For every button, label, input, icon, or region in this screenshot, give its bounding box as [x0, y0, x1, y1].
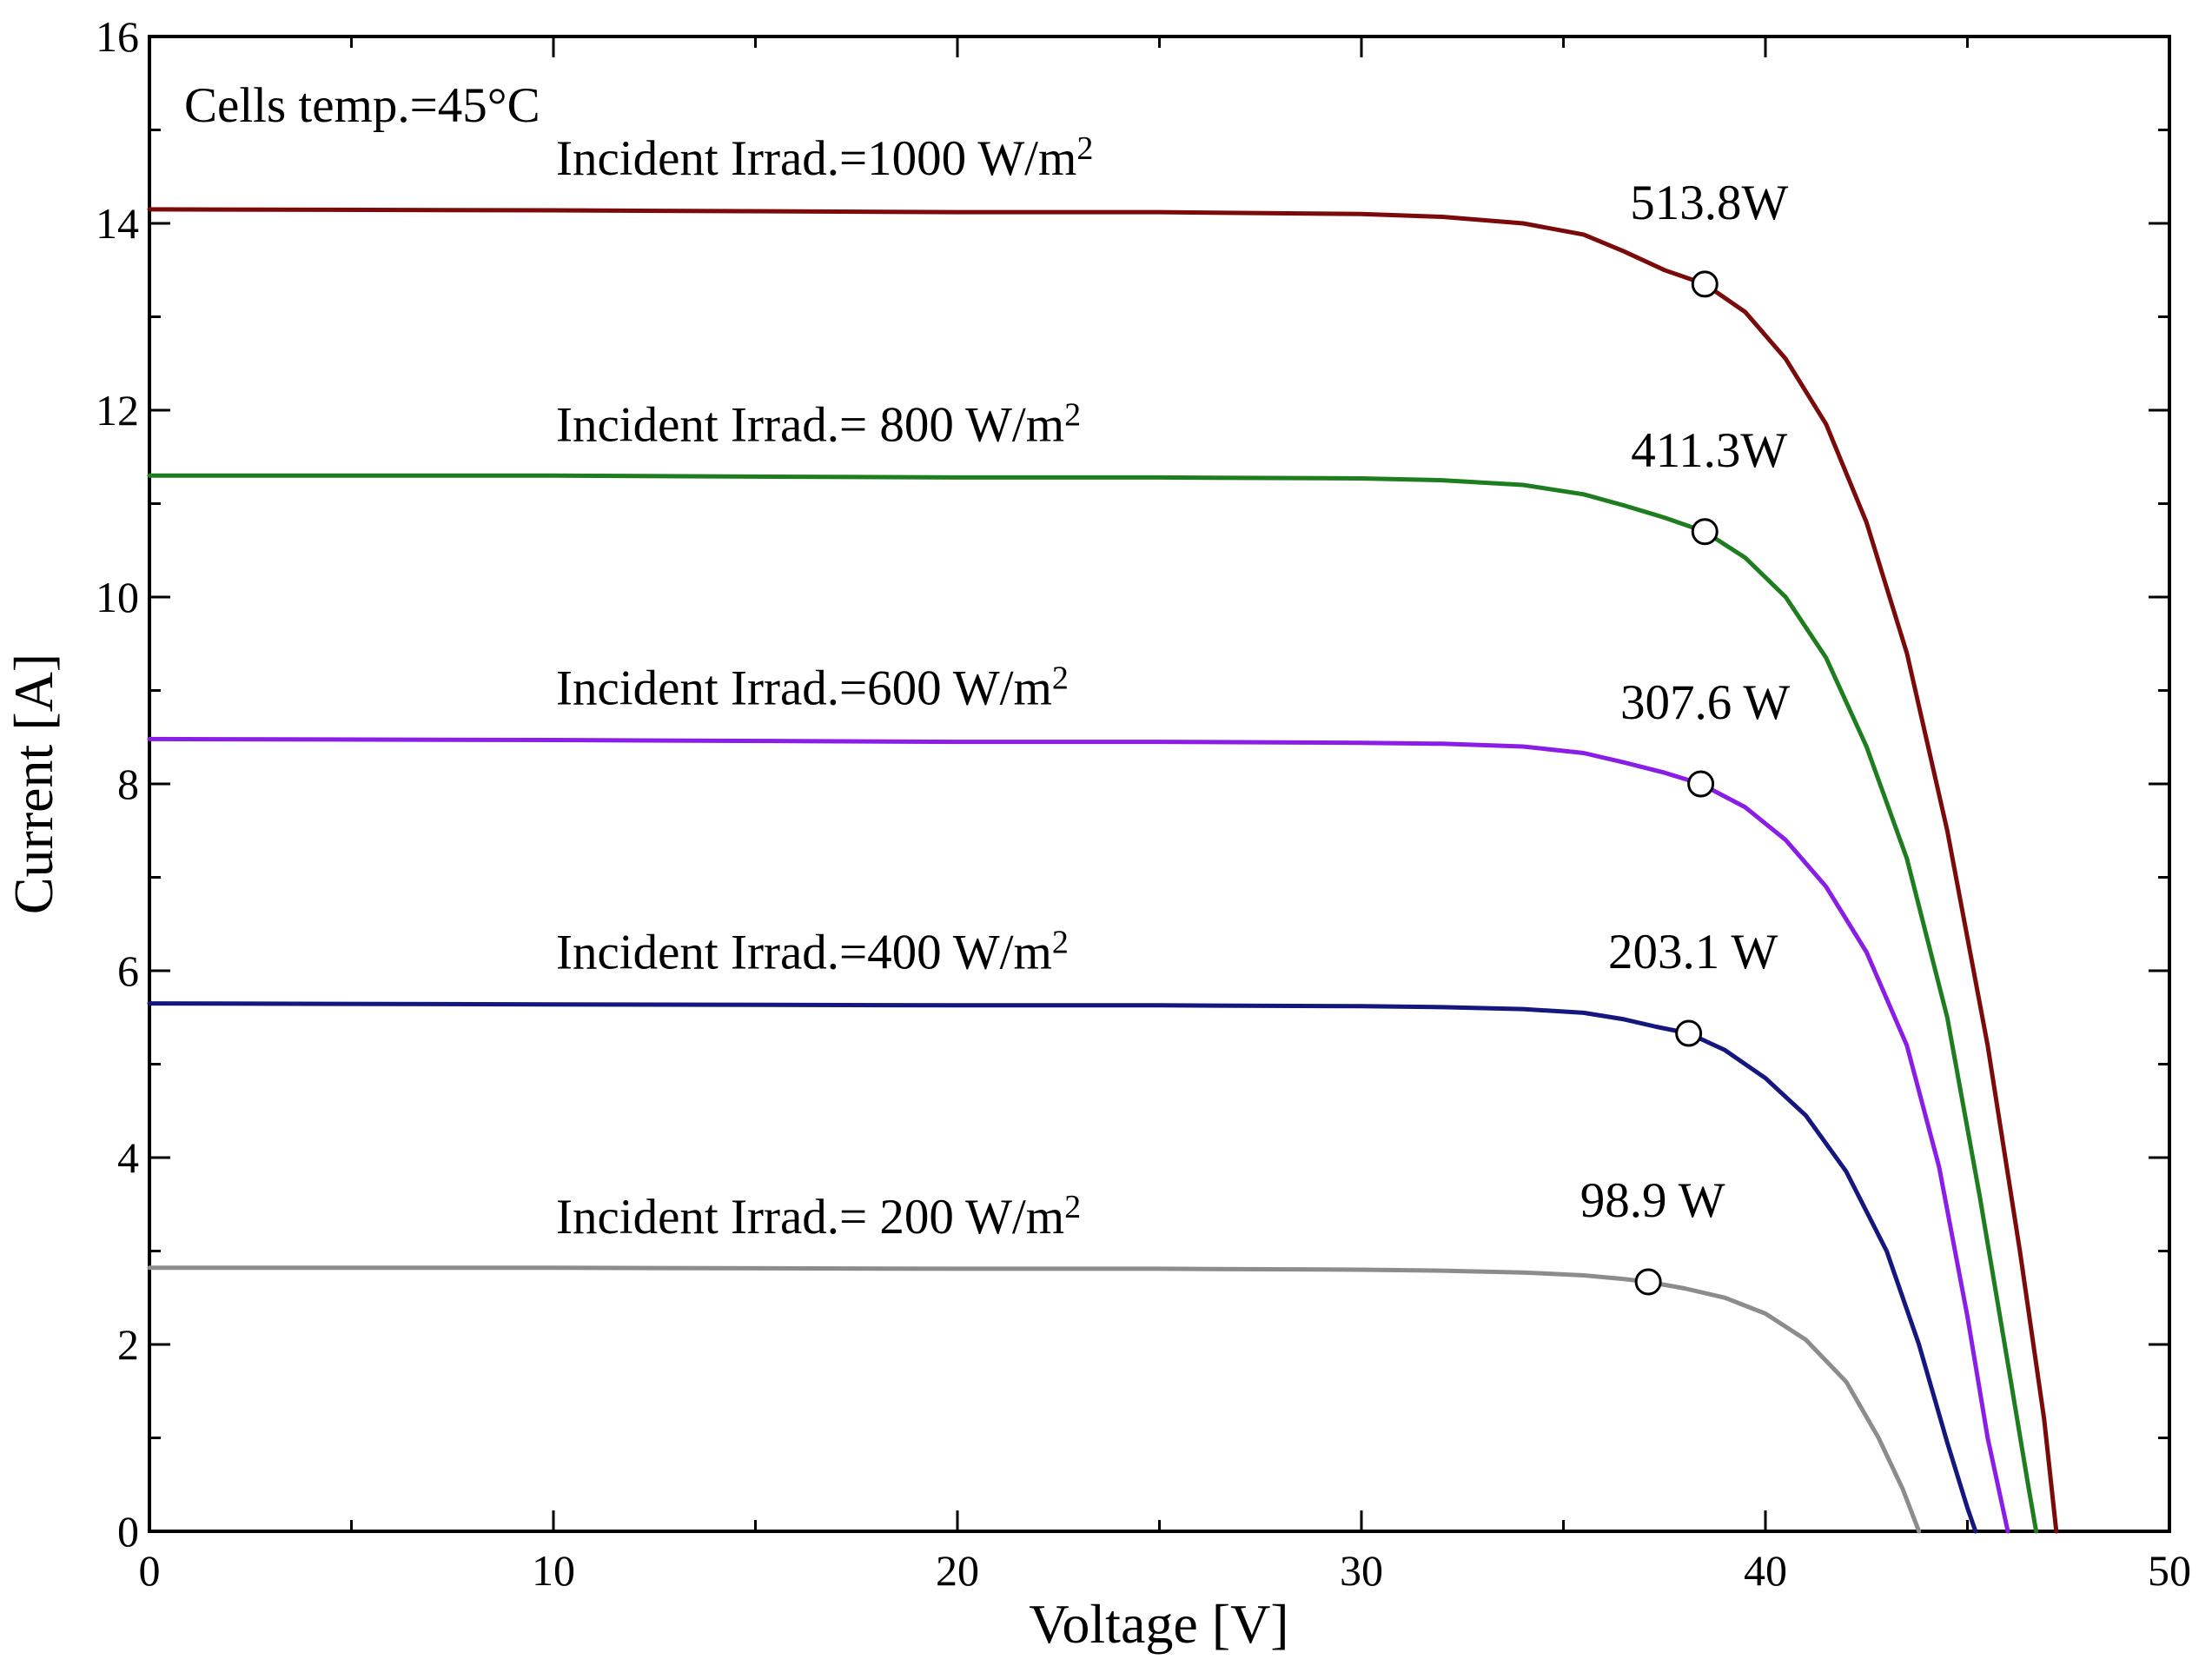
plot-area	[148, 35, 2171, 1533]
axis-tick-labels: 0 10 20 30 40 50 0 2 4 6 8 10 12 14 16	[96, 12, 2191, 1595]
mpp-marker-2	[1687, 770, 1715, 798]
x-tick-label: 20	[936, 1546, 979, 1595]
irradiance-label-0: Incident Irrad.=1000 W/m2	[556, 130, 1093, 186]
series-line-3	[147, 1001, 1978, 1534]
cells-temperature-annotation: Cells temp.=45°C	[184, 78, 540, 133]
power-label-3: 203.1 W	[1608, 925, 1778, 979]
irradiance-label-3: Incident Irrad.=400 W/m2	[556, 925, 1069, 980]
y-tick-label: 16	[96, 12, 139, 61]
x-tick-label: 50	[2148, 1546, 2191, 1595]
y-tick-label: 0	[117, 1507, 139, 1556]
series-line-2	[147, 736, 2010, 1534]
irradiance-label-1: Incident Irrad.= 800 W/m2	[556, 396, 1081, 452]
x-tick-label: 0	[139, 1546, 161, 1595]
x-tick-label: 40	[1744, 1546, 1787, 1595]
power-label-2: 307.6 W	[1620, 675, 1790, 730]
x-tick-label: 10	[532, 1546, 575, 1595]
max-power-points	[1634, 270, 1719, 1296]
power-label-0: 513.8W	[1630, 176, 1788, 230]
irradiance-label-4: Incident Irrad.= 200 W/m2	[556, 1189, 1081, 1245]
y-tick-label: 12	[96, 386, 139, 435]
y-tick-label: 6	[117, 946, 139, 995]
series-labels: 513.8W Incident Irrad.=1000 W/m2 411.3W Inc…	[556, 130, 1790, 1245]
power-label-4: 98.9 W	[1580, 1173, 1725, 1228]
mpp-marker-3	[1675, 1019, 1703, 1047]
y-axis-title: Current [A]	[3, 654, 64, 914]
mpp-marker-0	[1691, 270, 1719, 298]
mpp-marker-4	[1634, 1268, 1662, 1296]
y-tick-label: 4	[117, 1133, 139, 1182]
irradiance-label-2: Incident Irrad.=600 W/m2	[556, 660, 1069, 715]
x-tick-label: 30	[1340, 1546, 1383, 1595]
y-tick-label: 14	[96, 199, 139, 248]
x-axis-title: Voltage [V]	[1029, 1593, 1288, 1655]
y-tick-label: 2	[117, 1320, 139, 1369]
axis-ticks	[148, 35, 2171, 1533]
y-tick-label: 8	[117, 760, 139, 808]
y-tick-label: 10	[96, 573, 139, 621]
mpp-marker-1	[1691, 518, 1719, 546]
power-label-1: 411.3W	[1631, 423, 1787, 478]
